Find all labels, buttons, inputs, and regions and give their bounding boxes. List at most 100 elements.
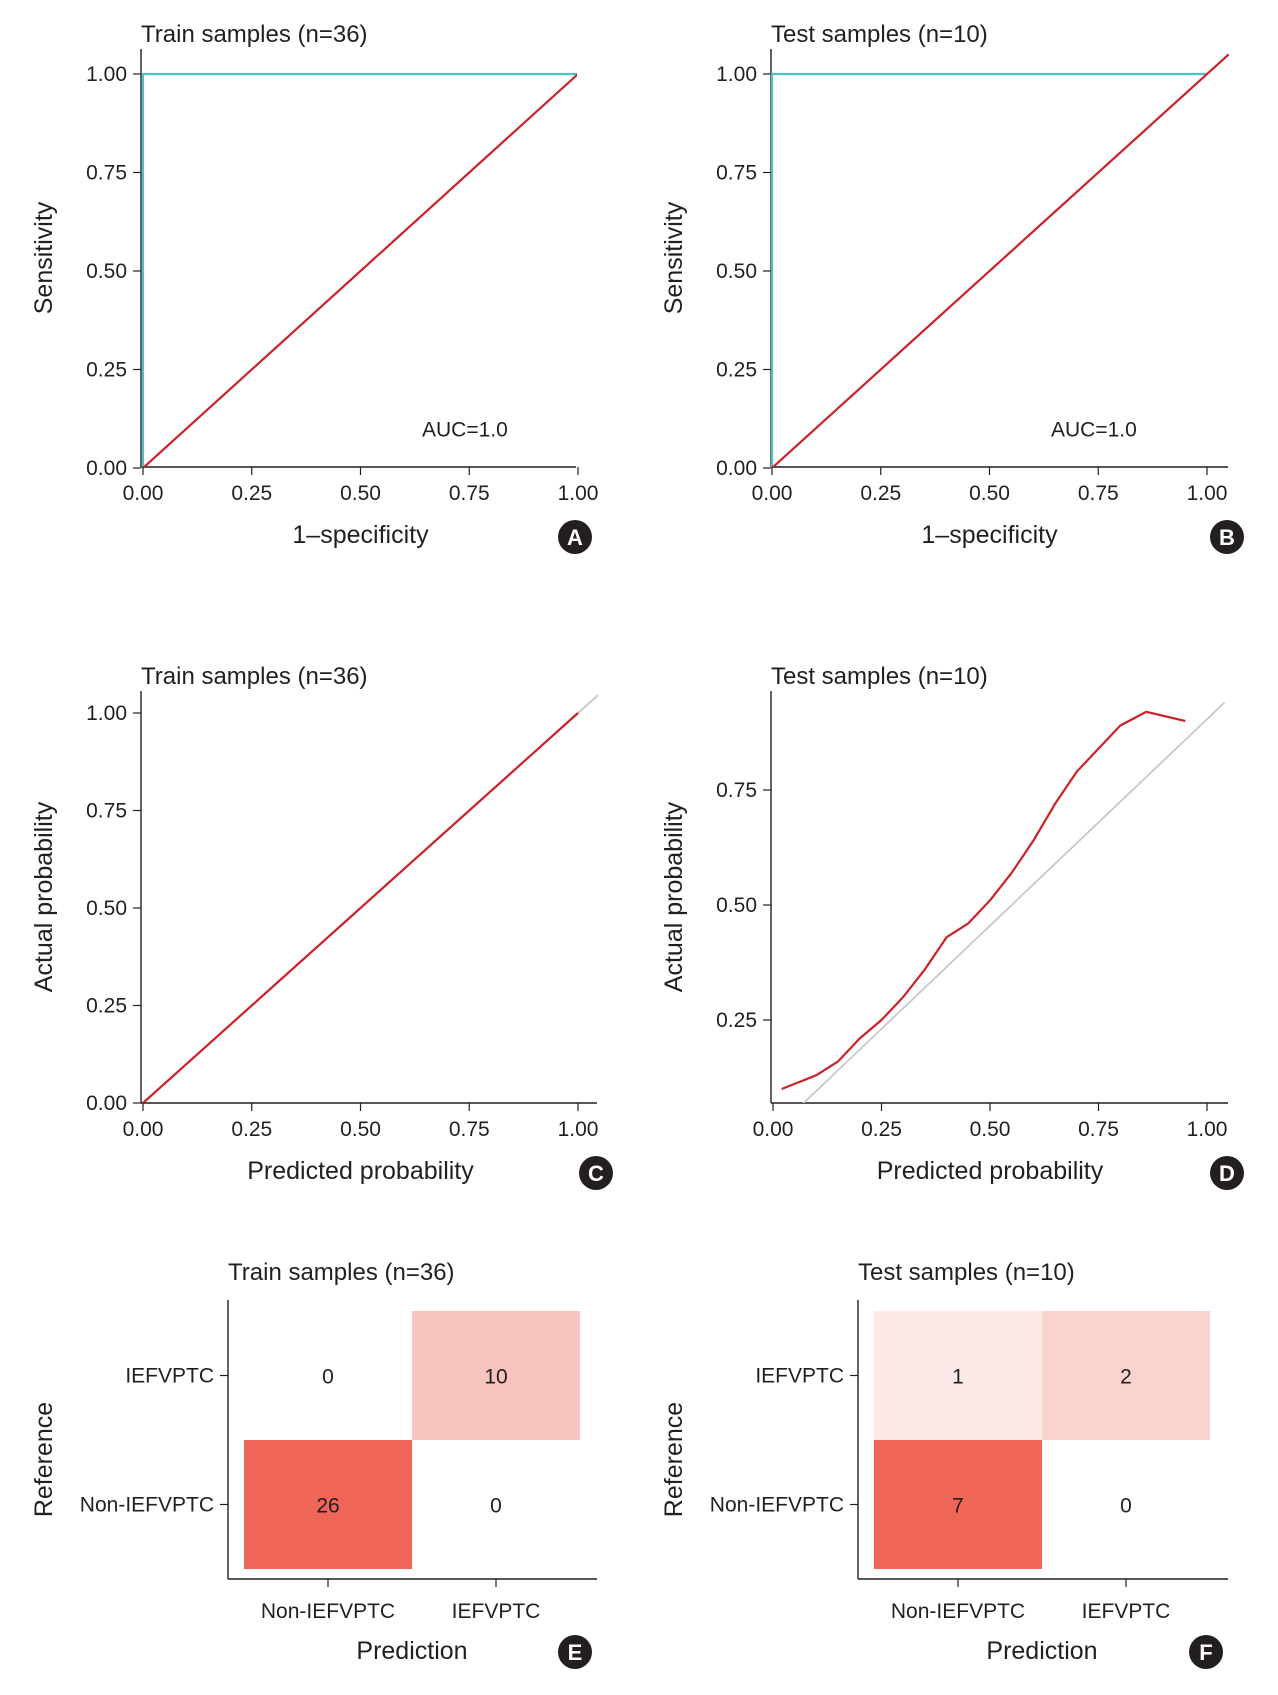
y-tick-label: 0.00 [86, 457, 127, 480]
cell-value: 10 [484, 1366, 507, 1389]
auc-annotation: AUC=1.0 [422, 418, 508, 441]
x-tick-label: 0.25 [860, 482, 901, 505]
series-roc [141, 72, 577, 467]
cell-value: 0 [322, 1366, 334, 1389]
x-tick-label: 0.25 [861, 1118, 902, 1141]
y-tick-label: 0.50 [716, 894, 757, 917]
series-calibration [781, 710, 1186, 1091]
panel-badge-label: C [588, 1161, 604, 1186]
panel-badge-label: A [567, 525, 583, 550]
panel-badge [558, 520, 592, 554]
x-axis-label: Prediction [986, 1637, 1097, 1665]
x-tick-label: IEFVPTC [1082, 1600, 1171, 1623]
y-axis-label: Actual probability [660, 801, 688, 992]
x-axis-label: Predicted probability [247, 1157, 474, 1185]
x-tick-label: 0.25 [231, 482, 272, 505]
x-tick-label: 0.50 [969, 482, 1010, 505]
x-tick-label: 0.75 [449, 1118, 490, 1141]
x-tick-label: 0.00 [123, 1118, 164, 1141]
y-tick-label: IEFVPTC [125, 1365, 214, 1388]
x-tick-label: IEFVPTC [452, 1600, 541, 1623]
cell-value: 1 [952, 1366, 964, 1389]
cell-value: 26 [316, 1495, 339, 1518]
y-tick-label: 1.00 [86, 63, 127, 86]
matrix-cell [874, 1440, 1042, 1569]
y-tick-label: 0.25 [716, 1009, 757, 1032]
x-tick-label: 1.00 [1187, 482, 1228, 505]
series-calibration [142, 712, 579, 1103]
panel-badge [1189, 1635, 1223, 1669]
y-tick-label: 0.25 [716, 359, 757, 382]
x-tick-label: 0.00 [753, 1118, 794, 1141]
matrix-cell [412, 1311, 580, 1440]
x-tick-label: 0.50 [340, 482, 381, 505]
series-roc [770, 72, 1207, 467]
panel-badge-label: E [568, 1640, 583, 1665]
cell-value: 0 [1120, 1495, 1132, 1518]
chart-title: Test samples (n=10) [771, 21, 988, 48]
chart-title: Train samples (n=36) [141, 663, 368, 690]
panel-badge [579, 1156, 613, 1190]
y-tick-label: 0.50 [86, 897, 127, 920]
chart-title: Train samples (n=36) [141, 21, 368, 48]
x-tick-label: 0.00 [123, 482, 164, 505]
y-tick-label: 0.25 [86, 995, 127, 1018]
matrix-cell [874, 1311, 1042, 1440]
auc-annotation: AUC=1.0 [1051, 418, 1137, 441]
y-tick-label: 1.00 [716, 63, 757, 86]
x-tick-label: 0.75 [449, 482, 490, 505]
x-tick-label: 0.75 [1078, 1118, 1119, 1141]
y-axis-label: Reference [660, 1402, 688, 1517]
cell-value: 7 [952, 1495, 964, 1518]
x-tick-label: 0.75 [1078, 482, 1119, 505]
y-tick-label: Non-IEFVPTC [710, 1494, 844, 1517]
panel-badge-label: B [1219, 525, 1235, 550]
cell-value: 2 [1120, 1366, 1132, 1389]
x-axis-label: 1–specificity [921, 521, 1058, 549]
y-tick-label: 0.00 [716, 457, 757, 480]
y-tick-label: 1.00 [86, 702, 127, 725]
y-tick-label: 0.75 [86, 800, 127, 823]
y-tick-label: 0.00 [86, 1092, 127, 1115]
x-tick-label: 0.50 [340, 1118, 381, 1141]
x-tick-label: 0.00 [752, 482, 793, 505]
panel-badge-label: F [1199, 1640, 1212, 1665]
y-axis-label: Reference [30, 1402, 58, 1517]
x-tick-label: 0.50 [970, 1118, 1011, 1141]
series-diagonal [142, 73, 577, 467]
y-tick-label: Non-IEFVPTC [80, 1494, 214, 1517]
panel-badge-label: D [1219, 1161, 1235, 1186]
y-axis-label: Sensitivity [660, 201, 688, 314]
y-tick-label: 0.75 [716, 779, 757, 802]
y-axis-label: Actual probability [30, 801, 58, 992]
chart-title: Train samples (n=36) [228, 1259, 455, 1286]
panel-badge [1210, 1156, 1244, 1190]
chart-title: Test samples (n=10) [771, 663, 988, 690]
y-tick-label: 0.75 [716, 162, 757, 185]
y-tick-label: 0.75 [86, 162, 127, 185]
chart-title: Test samples (n=10) [858, 1259, 1075, 1286]
panel-badge [1210, 520, 1244, 554]
y-axis-label: Sensitivity [30, 201, 58, 314]
x-tick-label: 1.00 [558, 482, 599, 505]
matrix-cell [244, 1440, 412, 1569]
x-axis-label: 1–specificity [292, 521, 429, 549]
x-tick-label: 1.00 [558, 1118, 599, 1141]
x-axis-label: Predicted probability [877, 1157, 1104, 1185]
matrix-cell [1042, 1311, 1210, 1440]
y-tick-label: 0.50 [86, 260, 127, 283]
series-diagonal [771, 53, 1229, 467]
cell-value: 0 [490, 1495, 502, 1518]
